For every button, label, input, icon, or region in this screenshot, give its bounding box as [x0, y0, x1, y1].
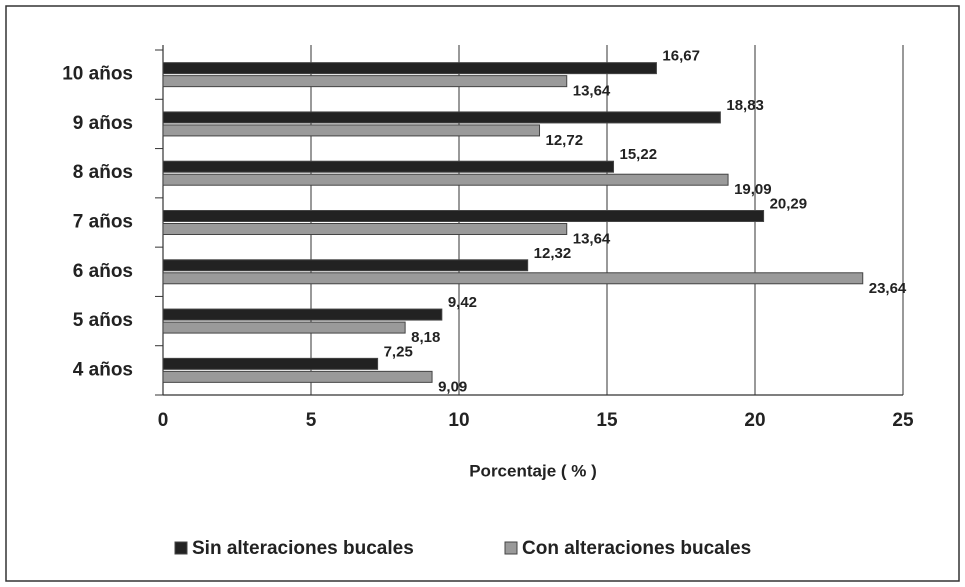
y-tick-label: 4 años: [73, 359, 133, 380]
frame: [5, 5, 960, 582]
bar: [162, 259, 529, 272]
x-tick-label: 10: [448, 410, 469, 431]
legend-label: Sin alteraciones bucales: [192, 538, 414, 559]
data-label: 9,09: [438, 378, 467, 395]
bar: [162, 321, 406, 334]
data-label: 13,64: [573, 83, 611, 100]
bar: [162, 272, 864, 285]
bar: [162, 124, 541, 137]
bar: [162, 111, 721, 124]
data-label: 16,67: [662, 48, 700, 65]
y-tick-label: 8 años: [73, 162, 133, 183]
data-label: 18,83: [726, 97, 764, 114]
bar: [162, 173, 729, 186]
bar: [162, 357, 379, 370]
y-tick-label: 9 años: [73, 113, 133, 134]
data-label: 15,22: [620, 146, 658, 163]
data-label: 19,09: [734, 181, 772, 198]
legend-label: Con alteraciones bucales: [522, 538, 751, 559]
bar: [162, 308, 443, 321]
data-label: 23,64: [869, 280, 907, 297]
y-tick-label: 10 años: [62, 64, 133, 85]
data-label: 12,32: [534, 245, 572, 262]
y-tick-label: 5 años: [73, 310, 133, 331]
data-label: 20,29: [770, 195, 808, 212]
x-tick-label: 15: [596, 410, 618, 431]
y-tick-label: 6 años: [73, 261, 133, 282]
x-tick-label: 25: [892, 410, 914, 431]
data-label: 8,18: [411, 329, 440, 346]
data-label: 13,64: [573, 230, 611, 247]
x-tick-label: 20: [744, 410, 765, 431]
x-tick-label: 0: [158, 410, 169, 431]
legend-swatch: [174, 541, 188, 555]
bar: [162, 160, 615, 173]
bar: [162, 223, 568, 235]
legend-swatch: [504, 541, 518, 555]
data-label: 7,25: [384, 343, 413, 360]
data-label: 12,72: [546, 132, 584, 149]
bar: [162, 62, 657, 75]
x-axis-label: Porcentaje ( % ): [469, 461, 597, 480]
x-tick-label: 5: [306, 410, 317, 431]
bar: [162, 75, 568, 88]
data-label: 9,42: [448, 294, 477, 311]
bar: [162, 210, 765, 222]
y-tick-label: 7 años: [73, 212, 133, 233]
bar: [162, 370, 433, 383]
